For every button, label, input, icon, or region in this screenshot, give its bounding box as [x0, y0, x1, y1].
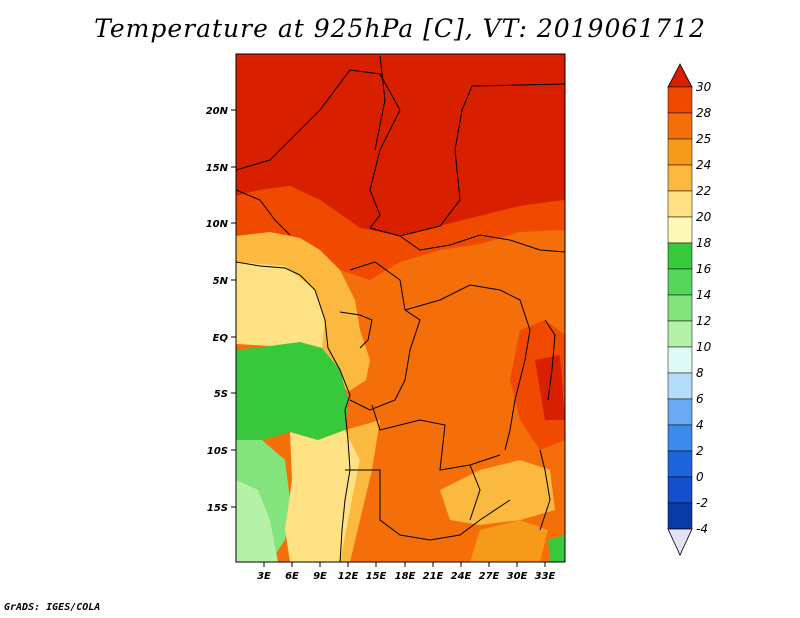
colorbar-swatch [667, 450, 693, 478]
lon-label: 9E [313, 571, 327, 582]
colorbar-label: 0 [696, 470, 704, 484]
lon-label: 30E [507, 571, 528, 582]
colorbar-swatch [667, 294, 693, 322]
colorbar-bottom-arrow [667, 528, 693, 556]
colorbar-top-arrow [667, 63, 693, 88]
colorbar-swatch [667, 346, 693, 374]
colorbar-swatch [667, 372, 693, 400]
map-title: Temperature at 925hPa [C], VT: 201906171… [94, 14, 706, 43]
colorbar-swatch [667, 502, 693, 530]
colorbar-label: 22 [696, 184, 711, 198]
footer-credit: GrADS: IGES/COLA [4, 602, 101, 613]
colorbar-swatch [667, 216, 693, 244]
colorbar-swatch [667, 164, 693, 192]
colorbar-swatch [667, 138, 693, 166]
colorbar-label: 16 [696, 262, 712, 276]
colorbar-label: 4 [696, 418, 704, 432]
colorbar-label: 2 [696, 444, 704, 458]
colorbar-label: 14 [696, 288, 711, 302]
colorbar-label: -2 [696, 496, 708, 510]
colorbar-label: 12 [696, 314, 711, 328]
colorbar-label: 28 [696, 106, 712, 120]
colorbar-label: 20 [696, 210, 712, 224]
lat-label: 5S [214, 389, 228, 400]
colorbar-swatch [667, 476, 693, 504]
colorbar-swatch [667, 320, 693, 348]
lat-label: 10N [206, 219, 229, 230]
lat-label: 20N [206, 106, 229, 117]
country-borders [236, 55, 565, 562]
colorbar-label: 24 [696, 158, 711, 172]
longitude-axis: 3E 6E 9E 12E 15E 18E 21E 24E 27E 30E 33E [257, 562, 556, 582]
lon-label: 15E [366, 571, 387, 582]
colorbar-swatch [667, 268, 693, 296]
colorbar-swatch [667, 398, 693, 426]
colorbar-swatch [667, 86, 693, 114]
lon-label: 18E [395, 571, 416, 582]
colorbar-label: 8 [696, 366, 704, 380]
colorbar-label: 10 [696, 340, 712, 354]
colorbar-label: 6 [696, 392, 704, 406]
lon-label: 12E [338, 571, 359, 582]
lat-label: EQ [213, 333, 229, 344]
colorbar-swatch [667, 190, 693, 218]
lon-label: 33E [535, 571, 556, 582]
lat-label: 5N [213, 276, 229, 287]
lon-label: 21E [423, 571, 444, 582]
lat-label: 10S [207, 446, 228, 457]
colorbar-label: 30 [696, 80, 712, 94]
latitude-axis: 20N 15N 10N 5N EQ 5S 10S 15S [206, 106, 236, 514]
colorbar-swatch [667, 242, 693, 270]
lon-label: 6E [285, 571, 299, 582]
lon-label: 27E [479, 571, 500, 582]
colorbar-label: 18 [696, 236, 712, 250]
lon-label: 3E [257, 571, 271, 582]
lat-label: 15S [207, 503, 228, 514]
colorbar-swatch [667, 112, 693, 140]
colorbar-label: 25 [696, 132, 711, 146]
colorbar-swatch [667, 424, 693, 452]
lon-label: 24E [451, 571, 472, 582]
colorbar: 30 28 25 24 22 20 18 16 14 12 10 8 6 4 2… [667, 63, 712, 556]
colorbar-label: -4 [696, 522, 708, 536]
lat-label: 15N [206, 163, 229, 174]
temperature-field [236, 54, 565, 562]
